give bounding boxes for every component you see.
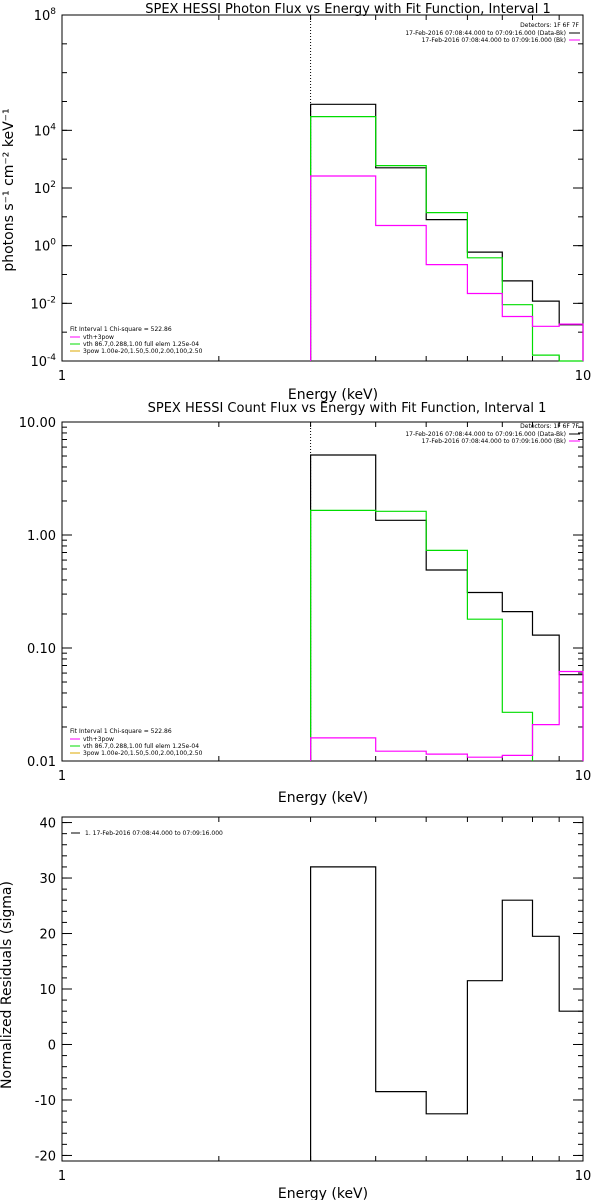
legend-model: vth+3pow xyxy=(83,736,114,743)
legend-vth: vth 86.7,0.288,1.00 full elem 1.25e-04 xyxy=(83,743,199,750)
x-tick-label: 10 xyxy=(575,769,592,784)
x-axis-label: Energy (keV) xyxy=(288,387,378,403)
legend-detectors: Detectors: 1F 6F 7F xyxy=(520,22,579,29)
series-line xyxy=(310,670,584,761)
y-tick-label: 108 xyxy=(34,7,57,24)
count-flux-panel: SPEX HESSI Count Flux vs Energy with Fit… xyxy=(19,401,591,806)
plot-frame xyxy=(61,816,584,1162)
y-tick-label: 30 xyxy=(39,872,56,887)
axis-ticks xyxy=(61,421,584,762)
legend-3pow: 3pow 1.00e-20,1.50,5.00,2.00,100,2.50 xyxy=(83,348,203,355)
legend-detectors: Detectors: 1F 6F 7F xyxy=(520,423,579,430)
x-axis-label: Energy (keV) xyxy=(278,1186,368,1200)
x-axis-label: Energy (keV) xyxy=(278,790,368,806)
tick-labels: 1 10 10-4 10-2 100 102 104 108 xyxy=(30,7,591,384)
legend-3pow: 3pow 1.00e-20,1.50,5.00,2.00,100,2.50 xyxy=(83,750,203,757)
y-tick-label: 10.00 xyxy=(19,416,56,431)
photon-flux-panel: SPEX HESSI Photon Flux vs Energy with Fi… xyxy=(1,2,591,403)
series-line xyxy=(310,175,584,361)
axis-ticks xyxy=(61,14,584,362)
y-tick-label: 10-4 xyxy=(30,353,56,370)
x-tick-label: 10 xyxy=(575,369,592,384)
tick-labels: 1 10 -20 -10 0 10 20 30 40 xyxy=(35,817,592,1184)
legend-vth: vth 86.7,0.288,1.00 full elem 1.25e-04 xyxy=(83,341,199,348)
x-tick-label: 1 xyxy=(58,769,66,784)
panel-title: SPEX HESSI Photon Flux vs Energy with Fi… xyxy=(145,2,551,17)
y-tick-label: -20 xyxy=(35,1149,56,1164)
y-axis-label: Normalized Residuals (sigma) xyxy=(0,881,15,1089)
plot-frame xyxy=(61,14,584,362)
series-line xyxy=(310,116,583,362)
y-tick-label: 0.10 xyxy=(27,642,56,657)
y-tick-label: 0.01 xyxy=(27,755,56,770)
y-tick-label: 104 xyxy=(34,122,57,139)
legend-bk: 17-Feb-2016 07:08:44.000 to 07:09:16.000… xyxy=(422,37,566,44)
y-axis-label: photons s⁻¹ cm⁻² keV⁻¹ xyxy=(1,108,17,271)
series-line xyxy=(310,866,583,1161)
series-group xyxy=(310,454,584,761)
y-tick-label: -10 xyxy=(35,1094,56,1109)
y-tick-label: 40 xyxy=(39,817,56,832)
y-tick-label: 102 xyxy=(34,180,56,197)
y-tick-label: 20 xyxy=(39,928,56,943)
x-tick-label: 1 xyxy=(58,1169,66,1184)
tick-labels: 1 10 0.01 0.10 1.00 10.00 xyxy=(19,416,591,784)
legend-data-bk: 17-Feb-2016 07:08:44.000 to 07:09:16.000… xyxy=(405,30,566,37)
legend-fit-interval: Fit Interval 1 Chi-square = 522.86 xyxy=(70,326,172,333)
panel-title: SPEX HESSI Count Flux vs Energy with Fit… xyxy=(148,401,547,416)
legend-fit-interval: Fit Interval 1 Chi-square = 522.86 xyxy=(70,728,172,735)
plot-frame xyxy=(61,421,584,762)
y-tick-label: 10-2 xyxy=(30,295,56,312)
series-line xyxy=(310,454,584,761)
x-tick-label: 10 xyxy=(575,1169,592,1184)
series-group xyxy=(310,866,583,1161)
legend-interval: 1. 17-Feb-2016 07:08:44.000 to 07:09:16.… xyxy=(85,830,223,837)
legend-data-bk: 17-Feb-2016 07:08:44.000 to 07:09:16.000… xyxy=(405,431,566,438)
y-tick-label: 0 xyxy=(48,1038,56,1053)
legend-model: vth+3pow xyxy=(83,334,114,341)
y-tick-label: 1.00 xyxy=(27,529,56,544)
y-tick-label: 100 xyxy=(34,238,57,255)
x-tick-label: 1 xyxy=(58,369,66,384)
series-group xyxy=(310,103,584,362)
series-line xyxy=(310,103,584,361)
legend-bk: 17-Feb-2016 07:08:44.000 to 07:09:16.000… xyxy=(422,438,566,445)
axis-ticks xyxy=(61,817,584,1161)
series-line xyxy=(310,509,534,761)
y-tick-label: 10 xyxy=(39,983,56,998)
residuals-panel: Energy (keV) Normalized Residuals (sigma… xyxy=(0,816,592,1200)
